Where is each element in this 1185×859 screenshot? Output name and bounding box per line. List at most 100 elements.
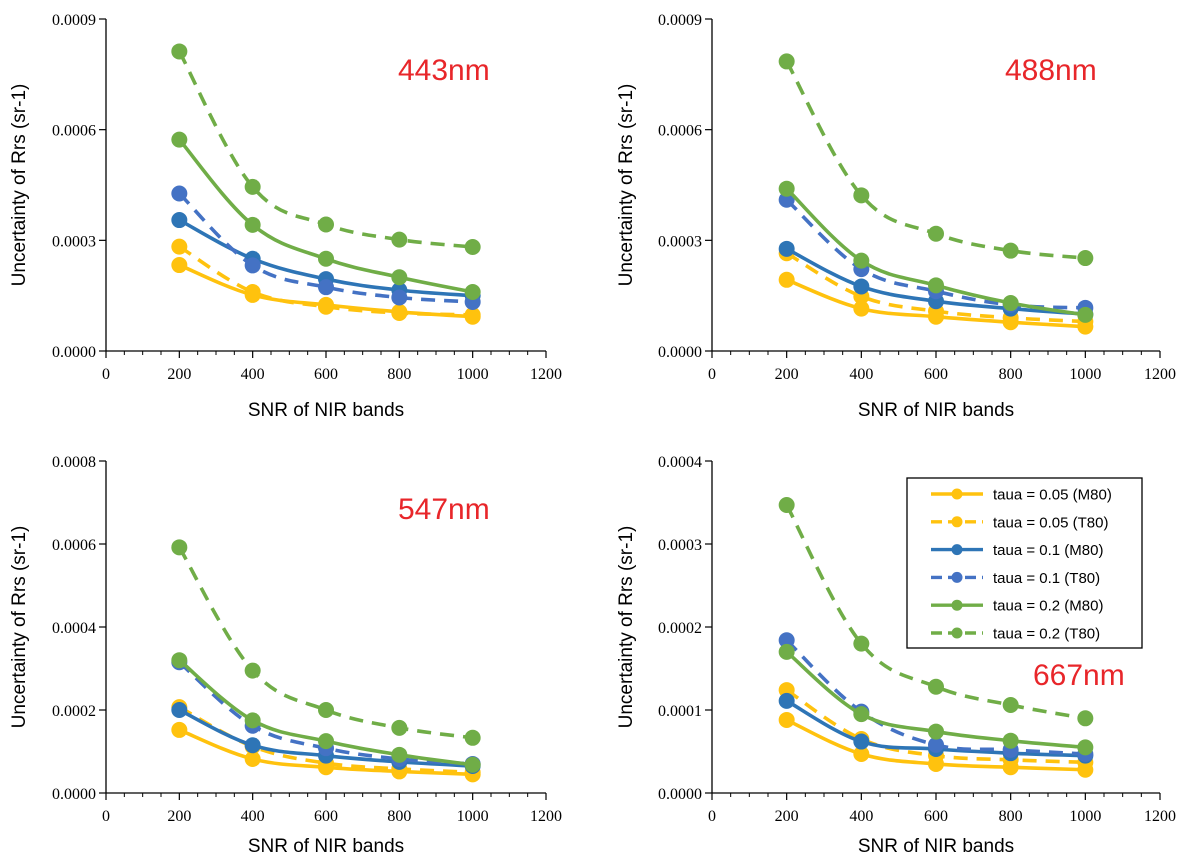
series-4 [778, 180, 1094, 323]
data-point [171, 721, 188, 738]
data-point [853, 745, 870, 762]
data-point [928, 225, 944, 242]
data-point [171, 43, 188, 60]
x-tick-label: 800 [999, 808, 1023, 825]
series-4 [171, 652, 481, 773]
x-tick-label: 1200 [1144, 366, 1176, 383]
x-tick-label: 0 [102, 366, 110, 383]
chart-panel-547nm: 0 200 400 600 800 1000 1200 0.0000 0.0002 0.0004 0… [9, 454, 562, 857]
y-axis-title: Uncertainty of Rrs (sr-1) [616, 84, 637, 287]
x-tick-label: 1000 [457, 366, 489, 383]
data-point [244, 750, 261, 767]
series-4 [171, 131, 481, 300]
data-point [391, 746, 408, 763]
data-point [778, 632, 795, 649]
y-tick-label: 0.0003 [658, 233, 702, 250]
y-tick-label: 0.0004 [658, 454, 702, 471]
y-tick-label: 0.0003 [658, 537, 702, 554]
legend-item: taua = 0.1 (M80) [931, 542, 1103, 559]
y-axis-title: Uncertainty of Rrs (sr-1) [616, 526, 637, 729]
data-point [464, 283, 481, 300]
data-point [1002, 697, 1019, 714]
data-point [928, 678, 944, 695]
data-point [171, 539, 188, 556]
data-point [1077, 306, 1094, 323]
data-point [778, 180, 795, 197]
wavelength-label: 667nm [1033, 659, 1125, 692]
series-3 [171, 185, 481, 310]
x-tick-label: 1000 [1069, 808, 1101, 825]
y-tick-label: 0.0008 [52, 454, 96, 471]
y-axis-title: Uncertainty of Rrs (sr-1) [9, 84, 30, 287]
legend-item: taua = 0.05 (T80) [931, 514, 1109, 531]
chart-panel-488nm: 0 200 400 600 800 1000 1200 0.0000 0.0003 0.0006 0… [616, 12, 1176, 421]
y-tick-label: 0.0009 [52, 12, 96, 29]
x-axis-title: SNR of NIR bands [858, 836, 1014, 857]
data-point [928, 277, 944, 294]
data-point [1077, 710, 1094, 727]
legend-label: taua = 0.05 (T80) [993, 514, 1109, 531]
legend-marker [951, 488, 963, 500]
series-line [785, 504, 1086, 721]
data-point [244, 737, 261, 754]
x-tick-label: 0 [102, 808, 110, 825]
x-tick-label: 0 [708, 808, 716, 825]
data-point [778, 711, 795, 728]
x-axis-title: SNR of NIR bands [248, 400, 404, 421]
data-point [391, 269, 408, 286]
x-tick-label: 600 [924, 366, 948, 383]
data-point [244, 216, 261, 233]
data-point [244, 662, 261, 679]
wavelength-label: 547nm [398, 493, 490, 526]
data-point [171, 212, 188, 229]
y-tick-label: 0.0006 [658, 123, 702, 140]
series-5 [171, 43, 481, 255]
data-point [464, 238, 481, 255]
data-point [244, 178, 261, 195]
data-point [928, 736, 944, 753]
data-point [1002, 732, 1019, 749]
data-point [928, 723, 944, 740]
y-tick-label: 0.0002 [52, 703, 96, 720]
y-tick-label: 0.0002 [658, 620, 702, 637]
y-tick-label: 0.0000 [658, 344, 702, 361]
data-point [778, 643, 795, 660]
data-point [853, 635, 870, 652]
series-5 [171, 539, 481, 746]
data-point [853, 278, 870, 295]
x-tick-label: 1000 [1069, 366, 1101, 383]
data-point [778, 240, 795, 257]
data-point [464, 306, 481, 323]
data-point [171, 257, 188, 274]
data-point [318, 279, 334, 296]
legend-marker [951, 571, 963, 583]
legend-marker [951, 516, 963, 528]
data-point [1077, 739, 1094, 756]
data-point [318, 733, 334, 750]
legend-label: taua = 0.05 (M80) [993, 487, 1112, 504]
x-tick-label: 1200 [530, 808, 562, 825]
y-tick-label: 0.0001 [658, 703, 702, 720]
data-point [318, 702, 334, 718]
y-tick-label: 0.0000 [52, 344, 96, 361]
data-point [171, 185, 188, 202]
y-tick-label: 0.0004 [52, 620, 96, 637]
data-point [171, 131, 188, 148]
x-tick-label: 400 [241, 366, 265, 383]
x-tick-label: 200 [167, 366, 191, 383]
legend-label: taua = 0.2 (M80) [993, 598, 1103, 615]
data-point [244, 257, 261, 274]
data-point [244, 283, 261, 300]
data-point [778, 496, 795, 513]
data-point [171, 652, 188, 669]
series-line [178, 192, 473, 304]
x-tick-label: 800 [387, 366, 411, 383]
x-tick-label: 1200 [1144, 808, 1176, 825]
y-tick-label: 0.0006 [52, 123, 96, 140]
data-point [391, 289, 408, 306]
series-4 [778, 643, 1094, 756]
data-point [778, 271, 795, 288]
x-tick-label: 600 [924, 808, 948, 825]
x-tick-label: 600 [314, 808, 338, 825]
